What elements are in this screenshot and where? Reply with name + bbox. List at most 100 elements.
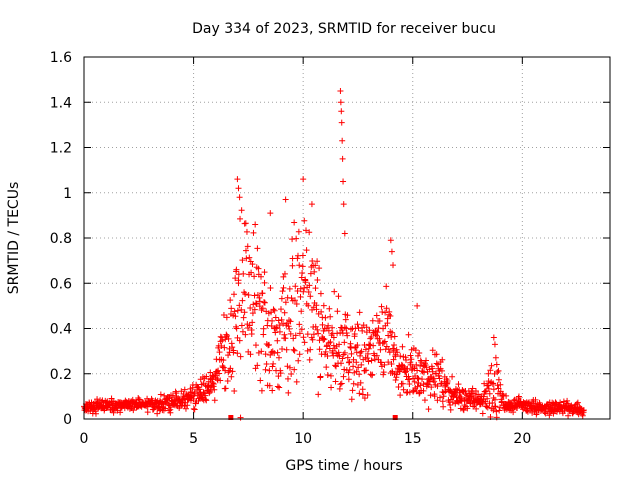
data-point — [348, 396, 355, 403]
data-point — [487, 367, 494, 374]
data-point — [342, 316, 349, 323]
data-point — [252, 300, 259, 307]
data-point — [332, 378, 339, 385]
x-tick-label: 10 — [294, 431, 312, 447]
data-point — [410, 388, 417, 395]
data-point — [252, 342, 259, 349]
data-point — [254, 362, 261, 369]
data-point — [200, 389, 207, 396]
data-point — [439, 398, 446, 405]
data-point — [239, 297, 246, 304]
data-point — [306, 229, 313, 236]
data-point — [320, 336, 327, 343]
data-point — [383, 305, 390, 312]
data-point — [470, 403, 477, 410]
data-point — [414, 302, 421, 309]
data-point — [580, 407, 587, 414]
data-point — [276, 384, 283, 391]
data-point — [344, 312, 351, 319]
data-point — [256, 298, 263, 305]
data-point — [315, 330, 322, 337]
data-point — [394, 349, 401, 356]
data-point — [326, 345, 333, 352]
data-point — [267, 285, 274, 292]
data-point — [307, 346, 314, 353]
data-point — [469, 385, 476, 392]
data-point — [281, 331, 288, 338]
data-point — [386, 349, 393, 356]
data-point — [497, 381, 504, 388]
data-point — [308, 201, 315, 208]
data-point — [94, 396, 101, 403]
data-point — [356, 309, 363, 316]
data-point — [419, 368, 426, 375]
data-point — [489, 399, 496, 406]
data-point — [390, 356, 397, 363]
data-point — [136, 396, 143, 403]
data-point — [246, 322, 253, 329]
data-point — [306, 356, 313, 363]
y-axis-label: SRMTID / TECUs — [6, 182, 22, 295]
data-point — [313, 306, 320, 313]
data-point — [350, 363, 357, 370]
data-point — [337, 87, 344, 94]
data-point — [301, 339, 308, 346]
data-point — [542, 405, 549, 412]
data-point — [227, 365, 234, 372]
data-point — [286, 364, 293, 371]
data-point — [388, 361, 395, 367]
data-point — [184, 402, 191, 409]
data-point — [312, 262, 319, 269]
data-point — [99, 397, 106, 404]
data-point — [209, 379, 216, 386]
data-point — [256, 294, 263, 301]
data-points — [81, 87, 587, 421]
data-point — [315, 391, 322, 398]
data-point — [248, 269, 255, 276]
data-point — [348, 350, 355, 357]
data-point — [292, 297, 299, 304]
data-point — [341, 349, 348, 356]
data-point — [269, 363, 276, 370]
data-point — [364, 391, 371, 398]
data-point — [233, 266, 240, 273]
data-point — [384, 315, 391, 322]
data-point — [181, 386, 188, 393]
data-point — [286, 325, 293, 332]
data-point — [353, 349, 360, 356]
data-point — [253, 300, 260, 307]
data-point — [334, 330, 341, 337]
data-point — [217, 333, 224, 340]
data-point — [282, 299, 289, 306]
data-point — [398, 366, 405, 373]
data-point — [288, 371, 295, 378]
data-point — [241, 309, 248, 316]
data-point — [167, 409, 174, 416]
data-point — [286, 285, 293, 292]
y-tick-labels: 0 0.2 0.4 0.6 0.8 1 1.2 1.4 1.6 — [50, 50, 72, 428]
data-point — [233, 325, 240, 332]
data-point — [493, 408, 500, 415]
data-point — [416, 350, 423, 357]
data-point — [237, 353, 244, 360]
data-point — [413, 361, 420, 368]
data-point — [345, 359, 352, 366]
data-point — [318, 308, 325, 315]
data-point — [261, 299, 268, 306]
data-point — [382, 309, 389, 316]
data-point — [423, 357, 430, 364]
data-point — [391, 342, 398, 349]
data-point — [273, 325, 280, 332]
data-point — [297, 285, 304, 292]
data-point — [215, 367, 222, 374]
data-point — [284, 375, 291, 382]
data-point — [336, 341, 343, 348]
data-point — [337, 381, 344, 388]
data-point — [211, 386, 218, 393]
data-point — [294, 255, 301, 262]
data-point — [223, 314, 230, 321]
data-point — [281, 309, 288, 316]
data-point — [485, 370, 492, 377]
data-point — [484, 404, 491, 411]
data-point — [216, 349, 223, 356]
